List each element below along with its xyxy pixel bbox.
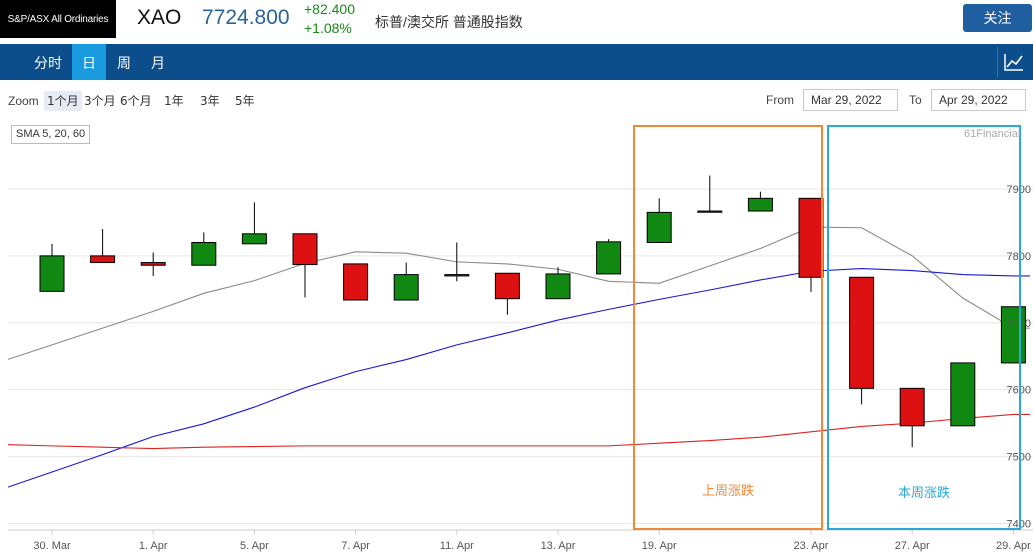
this-week-highlight-box [827,125,1021,530]
candle [393,262,419,301]
sma-20-line [7,268,1030,488]
candle-body [39,255,65,292]
ticker-symbol: XAO [137,6,182,29]
index-name: 标普/澳交所 普通股指数 [375,14,523,30]
candle [798,197,824,292]
x-tick-label: 11. Apr [440,540,474,552]
last-week-highlight-box [633,125,823,530]
candle-body [140,262,166,266]
candle-body [191,241,217,266]
zoom-6-months[interactable]: 6个月 [120,94,152,108]
from-label: From [766,93,794,107]
y-tick-label: 7500 [1007,452,1031,464]
x-tick-label: 1. Apr [139,540,168,552]
candle-body [393,274,419,301]
x-tick-label: 30. Mar [33,540,71,552]
candle-body [1000,306,1026,364]
price-change-percent: +1.08% [304,20,352,36]
candle [849,276,875,405]
tab-intraday[interactable]: 分时 [34,56,62,72]
quote-header: S&P/ASX All Ordinaries XAO 7724.800 +82.… [0,0,1033,44]
candle-body [494,272,520,300]
zoom-label: Zoom [8,94,39,108]
tab-weekly[interactable]: 周 [117,56,131,72]
sma-indicator-label[interactable]: SMA 5, 20, 60 [11,125,91,144]
chart-type-toggle[interactable] [997,47,1029,77]
candle [545,267,571,300]
candle-body [747,197,773,212]
candle [596,239,622,275]
candle-body [241,233,267,245]
candle-body [444,274,470,277]
x-tick-label: 5. Apr [240,540,269,552]
zoom-3-years[interactable]: 3年 [200,94,220,108]
chart-credit: 61Financial [964,128,1021,140]
y-axis: 7400 7500 7600 7700 7800 7900 [1007,184,1031,531]
candle-body [950,362,976,427]
candle [241,202,267,245]
candle-body [545,273,571,300]
x-tick-label: 13. Apr [541,540,576,552]
candle [646,198,672,243]
candle-body [899,387,925,427]
y-tick-label: 7600 [1007,385,1031,397]
candle [343,263,369,301]
follow-button[interactable]: 关注 [963,4,1032,32]
candle [899,387,925,448]
candle [444,242,470,282]
candle-body [849,276,875,389]
y-tick-label: 7900 [1007,184,1031,196]
sma-5-line [7,226,1030,360]
this-week-label: 本周涨跌 [898,485,950,501]
y-tick-label: 7800 [1007,251,1031,263]
from-date-input[interactable]: Mar 29, 2022 [803,89,898,111]
candle [494,272,520,315]
candle-body [646,211,672,243]
candle-body [798,197,824,278]
candle-body [596,241,622,275]
last-price: 7724.800 [202,6,290,29]
chart-toolbar: Zoom 1个月 3个月 6个月 1年 3年 5年 From Mar 29, 2… [0,82,1033,120]
y-tick-label: 7700 [1007,318,1031,330]
zoom-1-year[interactable]: 1年 [164,94,184,108]
x-tick-label: 7. Apr [341,540,370,552]
candle [191,232,217,266]
candle [39,243,65,292]
candle-body [90,255,116,264]
candle [697,175,723,213]
candle [1000,306,1026,364]
candle-body [343,263,369,301]
candle [950,362,976,427]
to-date-input[interactable]: Apr 29, 2022 [931,89,1026,111]
last-week-label: 上周涨跌 [702,483,754,499]
period-tab-bar: 分时 日 周 月 [0,44,1033,80]
candle-body [292,233,318,266]
tab-daily[interactable]: 日 [72,44,106,80]
x-axis: 30. Mar 1. Apr 5. Apr 7. Apr 11. Apr 13. Apr 1… [33,530,1031,552]
candle [140,252,166,276]
sma-60-line [7,413,1030,450]
line-chart-icon [1003,54,1023,71]
to-label: To [909,93,922,107]
zoom-1-month[interactable]: 1个月 [44,91,82,111]
price-change: +82.400 [304,1,355,17]
candle [292,233,318,298]
candles [39,175,1026,448]
x-tick-label: 23. Apr [794,540,829,552]
chart-grid [8,188,1033,531]
sma-lines [7,226,1030,488]
x-tick-label: 19. Apr [642,540,677,552]
x-tick-label: 29. Apr [996,540,1031,552]
candle [747,191,773,212]
y-tick-label: 7400 [1007,519,1031,531]
candlestick-chart[interactable]: 30. Mar 1. Apr 5. Apr 7. Apr 11. Apr 13. Apr 1… [0,120,1033,559]
x-tick-label: 27. Apr [895,540,930,552]
zoom-5-years[interactable]: 5年 [235,94,255,108]
candle-body [697,210,723,213]
candle [90,229,116,264]
zoom-3-months[interactable]: 3个月 [84,94,116,108]
index-badge: S&P/ASX All Ordinaries [0,0,116,38]
tab-monthly[interactable]: 月 [151,56,165,72]
